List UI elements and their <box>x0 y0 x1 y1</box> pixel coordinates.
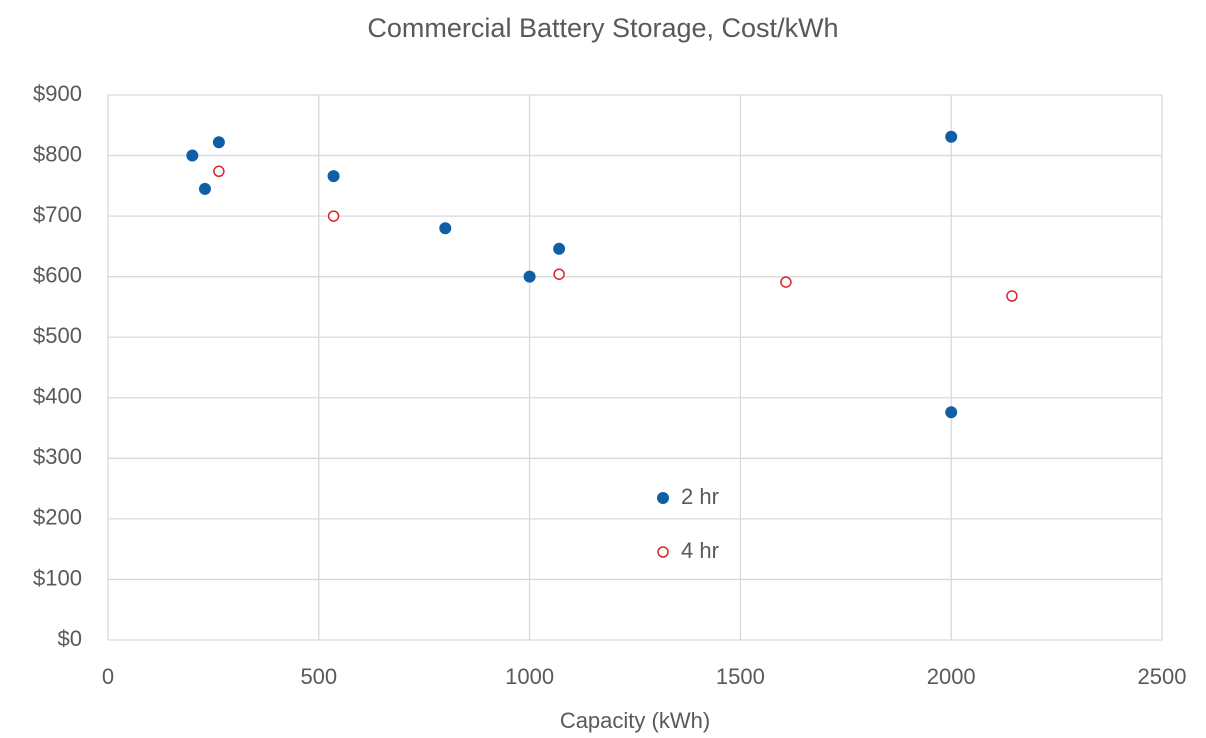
x-tick-label: 2500 <box>1138 664 1187 689</box>
x-tick-label: 0 <box>102 664 114 689</box>
point <box>198 182 211 195</box>
legend-label: 2 hr <box>681 484 719 509</box>
legend-label: 4 hr <box>681 538 719 563</box>
y-tick-label: $300 <box>33 444 82 469</box>
point <box>945 130 958 143</box>
y-tick-label: $800 <box>33 141 82 166</box>
y-tick-label: $0 <box>58 626 82 651</box>
point <box>327 210 340 222</box>
x-tick-label: 1000 <box>505 664 554 689</box>
y-tick-label: $700 <box>33 202 82 227</box>
point <box>553 268 565 280</box>
legend-marker <box>657 546 669 558</box>
x-axis-label: Capacity (kWh) <box>560 708 710 733</box>
point <box>523 270 536 283</box>
legend-marker <box>657 492 669 504</box>
point <box>327 170 340 183</box>
chart-title: Commercial Battery Storage, Cost/kWh <box>367 13 838 43</box>
x-tick-label: 500 <box>300 664 337 689</box>
y-tick-label: $600 <box>33 262 82 287</box>
y-tick-label: $500 <box>33 323 82 348</box>
y-tick-label: $400 <box>33 384 82 409</box>
point <box>553 242 566 255</box>
y-tick-label: $100 <box>33 565 82 590</box>
x-tick-label: 2000 <box>927 664 976 689</box>
point <box>213 165 225 178</box>
point <box>439 222 452 235</box>
point <box>780 276 792 288</box>
point <box>1006 290 1018 302</box>
point <box>186 149 199 162</box>
point <box>212 136 225 149</box>
y-tick-label: $900 <box>33 81 82 106</box>
y-tick-label: $200 <box>33 505 82 530</box>
point <box>945 406 958 419</box>
x-tick-label: 1500 <box>716 664 765 689</box>
